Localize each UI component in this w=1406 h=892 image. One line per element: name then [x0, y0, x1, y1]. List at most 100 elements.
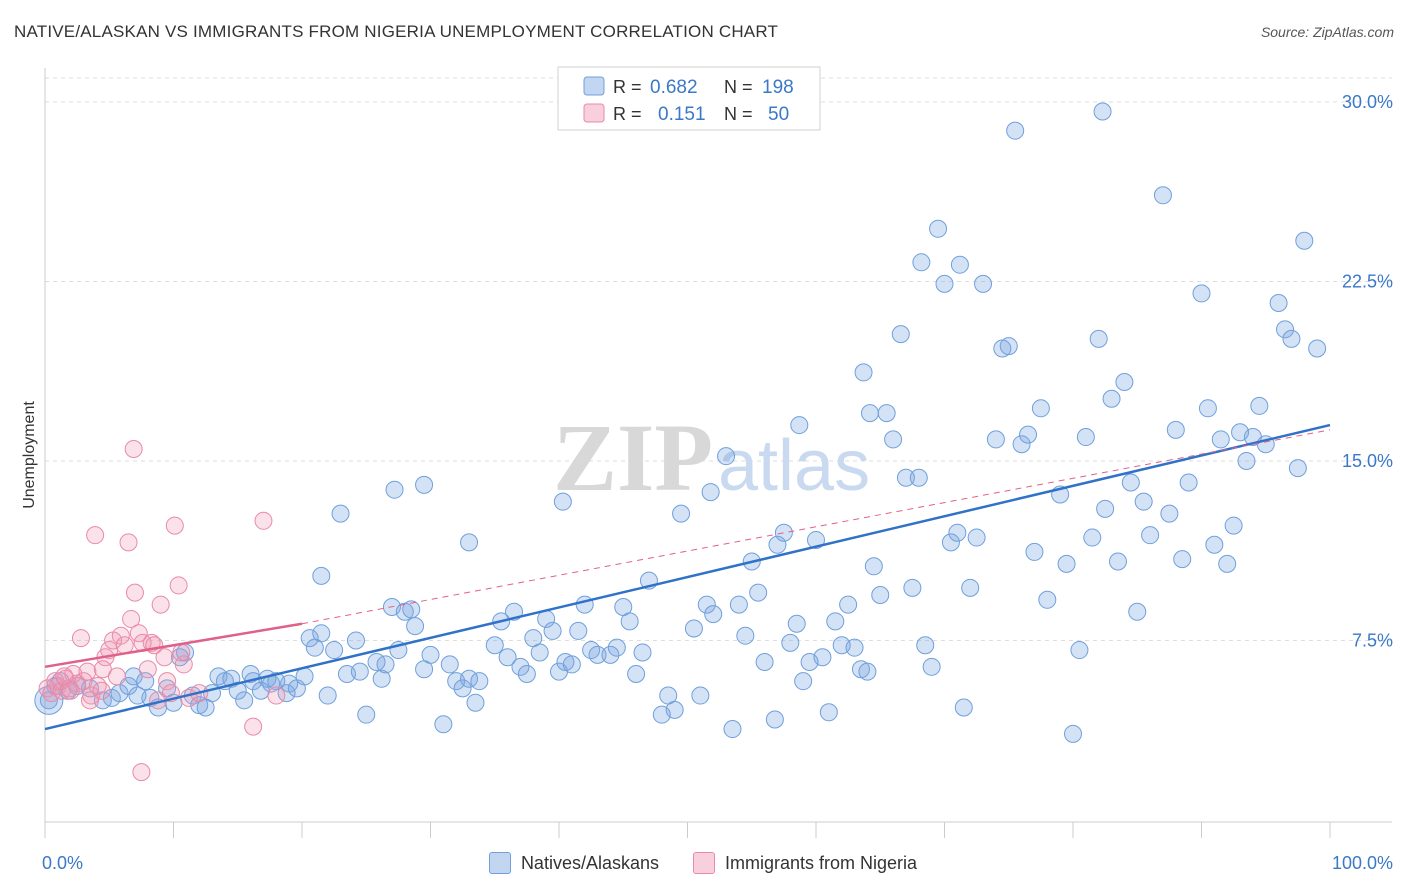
natives-point — [839, 595, 858, 614]
nigeria-point — [132, 763, 151, 782]
legend-item-nigeria[interactable]: Immigrants from Nigeria — [693, 852, 917, 874]
natives-point — [562, 655, 581, 674]
y-tick-label: 7.5% — [1352, 630, 1393, 650]
nigeria-trend-line — [44, 622, 303, 669]
natives-point — [434, 715, 453, 734]
natives-point — [871, 586, 890, 605]
natives-point — [1031, 399, 1050, 418]
legend-r-value-blue: 0.682 — [650, 77, 698, 98]
nigeria-points — [38, 440, 286, 782]
natives-point — [974, 274, 993, 293]
natives-point — [854, 363, 873, 382]
axis-labels: 7.5% 15.0% 22.5% 30.0% 0.0% 100.0% — [42, 92, 1393, 873]
natives-point — [1179, 473, 1198, 492]
natives-point — [1282, 329, 1301, 348]
natives-point — [1064, 724, 1082, 743]
nigeria-point — [169, 576, 188, 595]
natives-point — [1166, 420, 1185, 439]
nigeria-point — [174, 655, 193, 674]
natives-point — [421, 645, 440, 664]
natives-point — [312, 624, 331, 643]
y-axis-label: Unemployment — [21, 401, 38, 509]
source-label: Source: ZipAtlas.com — [1260, 24, 1394, 40]
chart-title: NATIVE/ALASKAN VS IMMIGRANTS FROM NIGERI… — [14, 22, 779, 41]
natives-point — [1198, 399, 1217, 418]
natives-point — [729, 595, 748, 614]
natives-point — [999, 337, 1018, 356]
natives-point — [331, 504, 350, 523]
natives-point — [1083, 528, 1102, 547]
natives-point — [511, 657, 530, 676]
nigeria-point — [107, 667, 126, 686]
natives-point — [312, 566, 331, 585]
natives-point — [376, 655, 395, 674]
legend-item-natives[interactable]: Natives/Alaskans — [488, 852, 659, 874]
nigeria-point — [74, 672, 93, 691]
natives-point — [1153, 186, 1172, 205]
natives-point — [950, 255, 969, 274]
natives-point — [1224, 516, 1243, 535]
y-tick-label: 15.0% — [1342, 451, 1393, 471]
natives-point — [575, 595, 594, 614]
natives-point — [912, 253, 931, 272]
nigeria-point — [78, 662, 97, 681]
watermark: ZIP atlas — [553, 404, 870, 511]
natives-point — [807, 530, 825, 549]
natives-point — [325, 641, 344, 660]
natives-point — [954, 698, 973, 717]
natives-point — [691, 686, 710, 705]
natives-point — [672, 504, 691, 523]
natives-point — [385, 480, 404, 499]
natives-point — [1025, 542, 1044, 561]
natives-point — [858, 662, 877, 681]
natives-point — [1093, 102, 1112, 121]
natives-point — [517, 664, 536, 683]
natives-point — [948, 523, 967, 542]
natives-point — [1115, 372, 1134, 391]
natives-point — [749, 583, 768, 602]
natives-point — [1102, 389, 1121, 408]
natives-point — [684, 619, 703, 638]
natives-point — [498, 648, 517, 667]
natives-point — [717, 447, 736, 466]
watermark-zip: ZIP — [553, 404, 713, 511]
natives-point — [1128, 602, 1147, 621]
watermark-atlas: atlas — [718, 426, 870, 506]
natives-point — [1276, 320, 1295, 339]
natives-point — [1308, 339, 1327, 358]
natives-point — [877, 404, 896, 423]
natives-point — [755, 653, 774, 672]
nigeria-point — [254, 511, 273, 530]
natives-point — [665, 700, 684, 719]
natives-point — [1269, 293, 1288, 312]
natives-point — [633, 643, 652, 662]
natives-swatch — [488, 852, 511, 874]
natives-point — [543, 621, 562, 640]
natives-point — [1295, 231, 1314, 250]
natives-point — [701, 483, 720, 502]
natives-point — [235, 691, 254, 710]
natives-point — [601, 645, 620, 664]
legend-r-value-pink: 0.151 — [658, 104, 706, 125]
natives-point — [864, 557, 883, 576]
natives-point — [1006, 121, 1025, 140]
natives-point — [406, 617, 425, 636]
nigeria-point — [119, 533, 138, 552]
natives-point — [704, 605, 723, 624]
natives-point — [903, 578, 922, 597]
natives-point — [466, 693, 485, 712]
nigeria-point — [124, 440, 143, 458]
natives-point — [485, 636, 504, 655]
natives-point — [440, 655, 459, 674]
nigeria-point — [267, 686, 286, 705]
natives-point — [346, 631, 365, 650]
natives-point — [1076, 428, 1095, 447]
legend-r-label-pink: R = — [613, 104, 642, 124]
natives-point — [402, 600, 421, 619]
natives-point — [470, 672, 489, 691]
natives-point — [627, 664, 646, 683]
natives-point — [318, 686, 337, 705]
axes — [44, 68, 1392, 838]
nigeria-trend-extension — [301, 429, 1331, 625]
natives-point — [530, 643, 549, 662]
